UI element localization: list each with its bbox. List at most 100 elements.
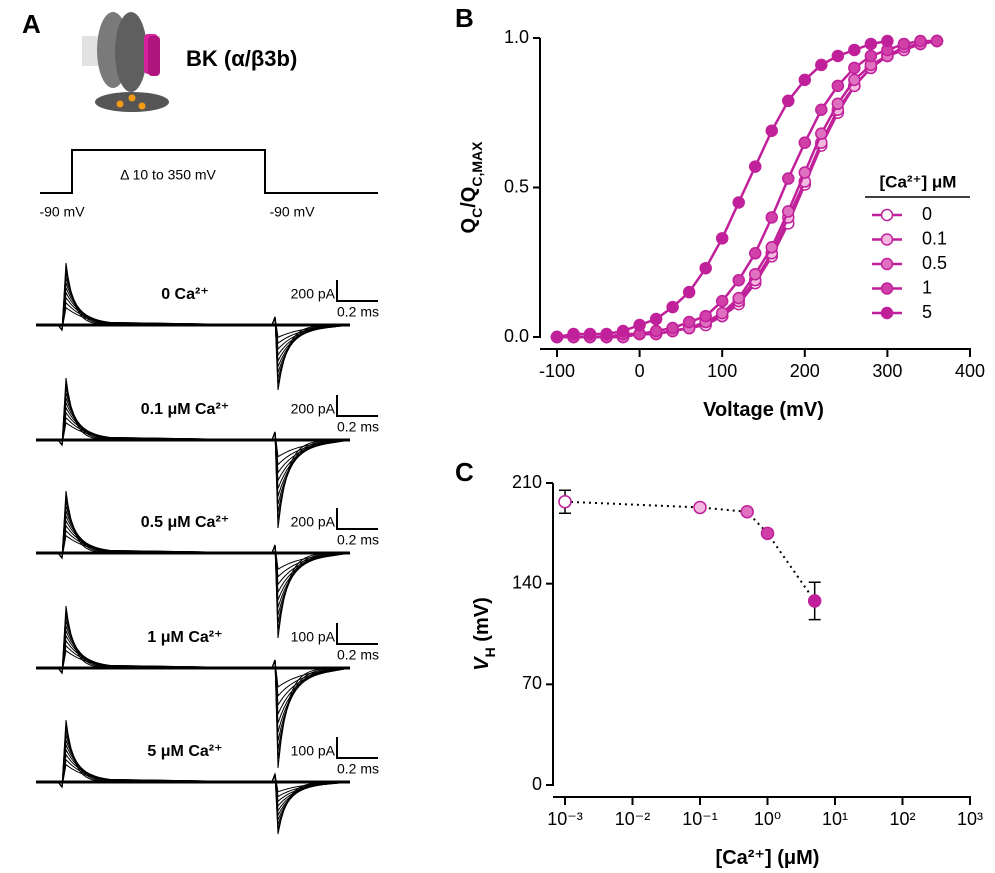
data-point [897,37,911,51]
data-point [848,61,861,75]
time-scale: 0.2 ms [337,304,379,320]
data-point [807,594,822,608]
data-point [748,247,762,260]
data-point [715,306,729,320]
data-point [782,94,795,108]
data-point [864,49,878,63]
y-tick-label: 0.0 [504,326,529,346]
current-trace [36,753,351,803]
data-point [782,205,795,218]
data-point [798,73,812,87]
current-scale: 100 pA [291,629,336,645]
data-point [649,324,663,338]
x-tick-label: 100 [707,361,737,381]
x-tick-label: -100 [539,361,575,381]
time-scale: 0.2 ms [337,647,379,663]
time-scale: 0.2 ms [337,419,379,435]
data-point [732,273,745,287]
data-point [740,505,754,519]
y-tick-label: 0.5 [504,176,529,196]
trace-label: 0.1 μM Ca²⁺ [141,401,229,418]
current-trace [36,534,351,570]
y-tick-label: 70 [522,673,542,693]
data-point [765,211,779,224]
holding-label: -90 mV [269,204,315,220]
data-point [616,324,630,338]
data-point [798,136,812,149]
label-part: Q [458,218,480,234]
data-point [881,34,894,48]
x-tick-label: 10³ [957,809,983,829]
legend-swatch [880,257,894,271]
data-point [693,500,707,515]
x-tick-label: 10⁻³ [547,809,583,829]
time-scale: 0.2 ms [337,532,379,548]
data-point [600,327,613,341]
current-trace [36,411,351,474]
current-scale: 100 pA [291,743,336,759]
data-point [699,309,712,323]
y-axis-label: QC/QC,MAX [458,141,484,234]
current-trace [36,519,351,594]
x-tick-label: 400 [955,361,985,381]
data-point [815,58,828,72]
current-trace [36,421,351,458]
voltage-protocol [40,149,378,194]
x-tick-label: 10⁻² [615,809,651,829]
data-point [930,34,944,48]
x-tick-label: 10⁰ [754,809,781,829]
holding-label: -90 mV [39,204,85,220]
current-scale: 200 pA [291,286,336,302]
trace-label: 0.5 μM Ca²⁺ [141,514,229,531]
data-point [831,49,845,63]
data-point [848,43,861,57]
label-part: /Q [458,187,480,208]
channel-schematic [82,12,169,112]
label-part: (mV) [471,597,493,647]
legend-label: 0 [922,204,932,224]
current-trace [36,763,351,793]
label-part: H [482,647,498,657]
time-scale: 0.2 ms [337,761,379,777]
ca-site [138,102,146,110]
x-axis-label: Voltage (mV) [703,399,824,421]
x-tick-label: 10² [889,809,915,829]
data-point [558,494,572,509]
gating-ring [95,92,169,112]
panel-label: A [22,9,41,39]
current-trace [36,758,351,798]
y-tick-label: 210 [512,472,542,492]
data-point [666,321,679,335]
panel-label: B [455,3,474,33]
legend-label: 1 [922,277,932,297]
data-point [633,318,646,332]
beta-subunit [148,36,160,76]
data-point [715,232,729,245]
current-scale: 200 pA [291,514,336,530]
label-part: C,MAX [469,141,485,187]
current-trace [36,639,351,707]
trace-label: 0 Ca²⁺ [161,286,209,303]
data-point [815,103,828,117]
y-axis-label: VH (mV) [471,597,497,670]
x-tick-label: 0 [635,361,645,381]
data-point [550,330,564,344]
current-trace [36,719,351,835]
label-part: V [471,656,493,671]
data-point [765,241,779,254]
data-point [760,526,775,541]
y-tick-label: 1.0 [504,27,529,47]
current-trace [36,724,351,830]
scale-bar [336,623,378,645]
current-trace [36,644,351,698]
data-point [682,315,696,329]
y-tick-label: 0 [532,774,542,794]
step-label: Δ 10 to 350 mV [120,167,216,183]
current-trace [36,524,351,586]
data-point [831,97,845,111]
data-point [583,327,597,341]
current-scale: 200 pA [291,401,336,417]
data-point [848,73,861,87]
legend-swatch [880,282,894,295]
